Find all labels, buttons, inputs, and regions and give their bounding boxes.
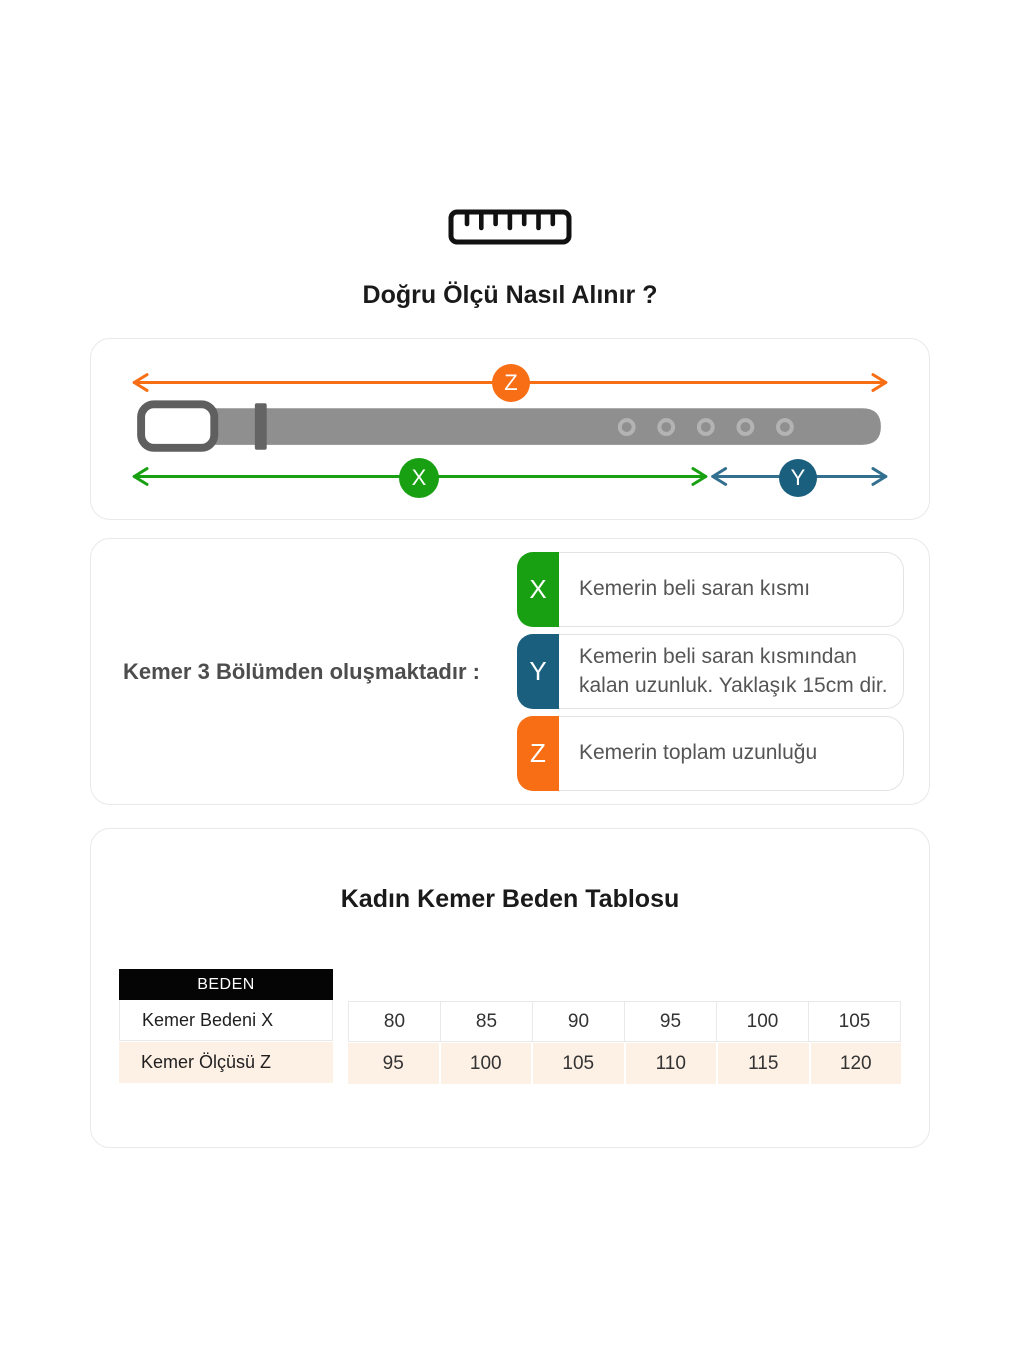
belt-keeper (254, 403, 267, 450)
belt-diagram-card: Z X Y (90, 338, 930, 520)
belt-diagram (132, 373, 888, 486)
table-cell: 105 (809, 1001, 901, 1042)
legend-heading: Kemer 3 Bölümden oluşmaktadır : (123, 658, 480, 684)
z-badge: Z (492, 364, 530, 402)
header-icon-wrap (0, 209, 1020, 245)
legend-row-y: Y Kemerin beli saran kısmından kalan uzu… (517, 634, 904, 709)
table-cell: 95 (348, 1043, 439, 1084)
legend-row-x: X Kemerin beli saran kısmı (517, 552, 904, 627)
table-cell: 85 (441, 1001, 533, 1042)
table-row: 80 85 90 95 100 105 (348, 1001, 901, 1042)
table-row: 95 100 105 110 115 120 (348, 1043, 901, 1084)
legend-row-z: Z Kemerin toplam uzunluğu (517, 716, 904, 791)
table-cell: 115 (716, 1043, 809, 1084)
belt-strap (213, 408, 881, 445)
table-cell: 95 (625, 1001, 717, 1042)
table-cell: 100 (438, 1043, 531, 1084)
table-cell: 120 (808, 1043, 901, 1084)
ruler-icon (448, 209, 572, 245)
table-cell: 90 (533, 1001, 625, 1042)
y-description: Kemerin beli saran kısmından kalan uzunl… (559, 634, 904, 709)
x-tab: X (517, 552, 559, 627)
size-table-corner-header: BEDEN (119, 969, 333, 1000)
belt-holes (617, 418, 794, 436)
size-table: BEDEN Kemer Bedeni X Kemer Ölçüsü Z 80 8… (119, 969, 901, 1084)
size-table-title: Kadın Kemer Beden Tablosu (340, 885, 680, 913)
row-label-belt-measure-z: Kemer Ölçüsü Z (119, 1042, 333, 1083)
page-title: Doğru Ölçü Nasıl Alınır ? (362, 281, 658, 309)
y-tab: Y (517, 634, 559, 709)
x-badge: X (399, 458, 439, 498)
table-cell: 100 (717, 1001, 809, 1042)
size-table-label-column: BEDEN Kemer Bedeni X Kemer Ölçüsü Z (119, 969, 333, 1084)
table-cell: 105 (531, 1043, 624, 1084)
x-description: Kemerin beli saran kısmı (559, 552, 904, 627)
table-cell: 80 (348, 1001, 441, 1042)
size-table-card: Kadın Kemer Beden Tablosu BEDEN Kemer Be… (90, 828, 930, 1148)
y-badge: Y (779, 459, 817, 497)
legend-card: Kemer 3 Bölümden oluşmaktadır : X Kemeri… (90, 538, 930, 805)
legend-rows: X Kemerin beli saran kısmı Y Kemerin bel… (517, 552, 904, 791)
z-tab: Z (517, 716, 559, 791)
z-description: Kemerin toplam uzunluğu (559, 716, 904, 791)
row-label-belt-size-x: Kemer Bedeni X (119, 1000, 333, 1041)
belt-buckle (137, 400, 219, 452)
table-cell: 110 (623, 1043, 716, 1084)
size-table-values: 80 85 90 95 100 105 95 100 105 110 115 1… (348, 1001, 901, 1084)
